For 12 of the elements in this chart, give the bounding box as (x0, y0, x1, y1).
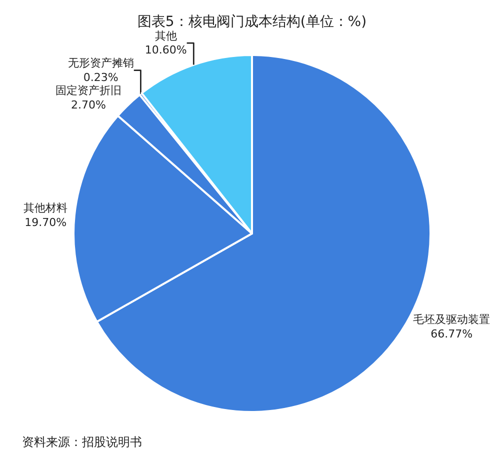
chart-title: 图表5：核电阀门成本结构(单位：%) (137, 14, 367, 30)
text: 资料来源：招股说明书 (22, 435, 142, 449)
data-label: 2.70% (71, 98, 106, 112)
slice-label: 其他材料 (24, 202, 68, 215)
slice-label: 无形资产摊销 (68, 56, 134, 70)
slice-label: 毛坯及驱动装置 (413, 313, 490, 326)
data-label: 66.77% (430, 327, 473, 340)
slice-label: 其他 (154, 29, 177, 42)
data-label: 19.70% (24, 216, 67, 229)
data-label: 10.60% (144, 44, 187, 57)
slice-label: 固定资产折旧 (56, 84, 122, 98)
data-label: 0.23% (83, 71, 118, 84)
